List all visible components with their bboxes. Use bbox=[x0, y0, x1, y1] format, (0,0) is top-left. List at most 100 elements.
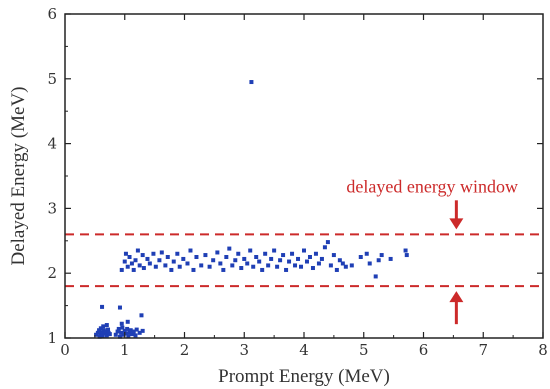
data-point bbox=[248, 248, 253, 253]
data-point bbox=[127, 255, 132, 259]
y-tick-label: 4 bbox=[47, 135, 57, 153]
y-axis-ticks: 1 2 3 4 5 6 bbox=[47, 5, 543, 347]
data-point bbox=[278, 258, 283, 263]
data-point bbox=[131, 329, 136, 334]
data-point bbox=[177, 264, 182, 269]
data-point bbox=[376, 258, 381, 263]
data-point bbox=[230, 263, 235, 268]
data-point bbox=[151, 251, 156, 256]
data-point bbox=[319, 256, 324, 261]
data-point bbox=[322, 245, 327, 250]
data-point bbox=[133, 333, 138, 338]
data-point bbox=[302, 248, 306, 253]
data-point bbox=[239, 266, 244, 271]
data-point bbox=[185, 261, 190, 266]
data-point bbox=[119, 321, 124, 326]
data-point bbox=[140, 253, 145, 258]
data-point bbox=[263, 251, 268, 256]
data-point bbox=[125, 326, 130, 331]
arrow-down-icon bbox=[449, 200, 464, 230]
data-point bbox=[364, 251, 369, 256]
data-point bbox=[123, 251, 128, 256]
data-point bbox=[293, 263, 298, 268]
data-point bbox=[266, 263, 271, 268]
data-point bbox=[133, 258, 138, 263]
data-point bbox=[260, 267, 265, 272]
data-point bbox=[304, 259, 309, 264]
data-point bbox=[275, 264, 280, 269]
x-tick-label: 6 bbox=[419, 341, 429, 359]
data-point bbox=[191, 267, 196, 272]
data-point bbox=[171, 259, 176, 264]
data-point bbox=[97, 334, 102, 339]
arrow-up-icon bbox=[449, 291, 464, 325]
data-point bbox=[211, 258, 216, 263]
data-point bbox=[120, 325, 125, 330]
data-point bbox=[249, 80, 254, 85]
x-tick-label: 3 bbox=[239, 341, 249, 359]
data-point bbox=[129, 261, 134, 266]
data-point bbox=[269, 256, 274, 261]
data-point bbox=[328, 263, 333, 268]
y-tick-label: 3 bbox=[47, 199, 57, 217]
data-point bbox=[129, 332, 134, 337]
data-point bbox=[122, 259, 127, 264]
data-point bbox=[163, 263, 168, 268]
data-point bbox=[290, 251, 295, 256]
x-tick-label: 8 bbox=[538, 341, 548, 359]
data-point bbox=[251, 264, 256, 269]
data-point bbox=[181, 256, 186, 261]
data-point bbox=[140, 328, 145, 333]
data-point bbox=[199, 263, 204, 268]
x-tick-label: 2 bbox=[180, 341, 190, 359]
data-point bbox=[119, 267, 124, 272]
data-point bbox=[227, 246, 232, 251]
data-point bbox=[313, 251, 318, 256]
data-point bbox=[334, 267, 339, 272]
data-points bbox=[94, 80, 409, 339]
data-point bbox=[404, 253, 409, 258]
data-point bbox=[117, 334, 122, 339]
data-point bbox=[117, 305, 122, 310]
data-point bbox=[316, 261, 321, 266]
data-point bbox=[165, 255, 170, 259]
data-point bbox=[325, 240, 330, 245]
data-point bbox=[233, 258, 238, 263]
data-point bbox=[128, 328, 133, 333]
data-point bbox=[331, 253, 336, 258]
data-point bbox=[113, 332, 118, 337]
data-point bbox=[137, 330, 142, 335]
data-point bbox=[221, 267, 226, 272]
data-point bbox=[116, 326, 121, 331]
data-point bbox=[215, 250, 220, 255]
data-point bbox=[358, 255, 363, 259]
data-point bbox=[153, 264, 158, 269]
data-point bbox=[245, 261, 250, 266]
x-tick-label: 7 bbox=[478, 341, 488, 359]
y-axis-title: Delayed Energy (MeV) bbox=[8, 86, 29, 265]
data-point bbox=[340, 261, 345, 266]
data-point bbox=[388, 256, 393, 261]
data-point bbox=[135, 248, 140, 253]
data-point bbox=[403, 248, 408, 253]
data-point bbox=[284, 267, 289, 272]
data-point bbox=[122, 328, 127, 333]
data-point bbox=[224, 255, 229, 259]
data-point bbox=[257, 259, 262, 264]
data-point bbox=[203, 253, 208, 258]
data-point bbox=[287, 259, 292, 264]
data-point bbox=[123, 331, 128, 336]
data-point bbox=[188, 248, 193, 253]
data-point bbox=[103, 329, 108, 334]
data-point bbox=[299, 264, 304, 269]
y-tick-label: 2 bbox=[47, 264, 57, 282]
data-point bbox=[157, 258, 162, 263]
data-point bbox=[343, 264, 348, 269]
x-axis-title: Prompt Energy (MeV) bbox=[218, 366, 390, 387]
data-point bbox=[272, 248, 277, 253]
data-point bbox=[175, 251, 180, 256]
data-point bbox=[254, 255, 259, 259]
x-tick-label: 5 bbox=[359, 341, 369, 359]
x-tick-label: 4 bbox=[299, 341, 309, 359]
